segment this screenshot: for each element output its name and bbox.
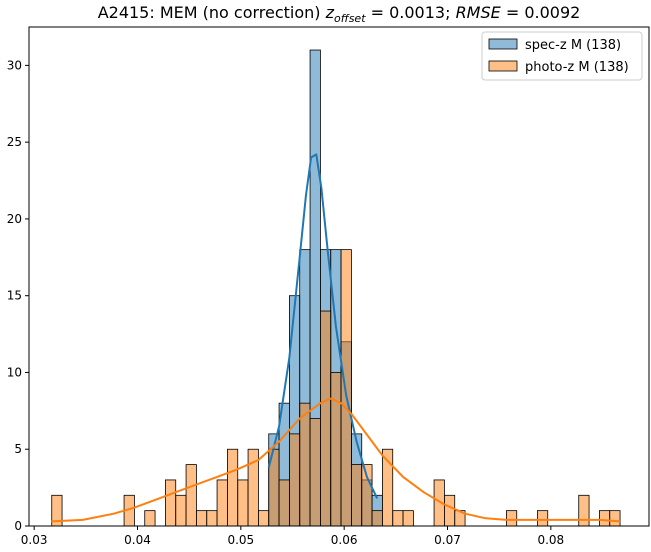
bar-photo-z bbox=[350, 464, 363, 527]
y-tick-label: 0 bbox=[14, 519, 22, 533]
chart-title: A2415: MEM (no correction) zoffset = 0.0… bbox=[98, 3, 581, 25]
legend-label-spec-z: spec-z M (138) bbox=[525, 38, 621, 53]
kde-line-photo-z bbox=[51, 397, 621, 523]
bar-photo-z bbox=[175, 494, 187, 527]
bar-photo-z bbox=[443, 494, 456, 527]
legend-label-photo-z: photo-z M (138) bbox=[525, 60, 629, 75]
bar-photo-z bbox=[330, 372, 342, 527]
y-tick-label: 20 bbox=[7, 212, 22, 226]
bar-photo-z bbox=[340, 249, 352, 527]
bar-photo-z bbox=[609, 510, 621, 527]
bar-photo-z bbox=[195, 510, 208, 527]
bar-photo-z bbox=[599, 510, 611, 527]
legend: spec-z M (138) photo-z M (138) bbox=[481, 31, 643, 81]
y-tick-label: 15 bbox=[7, 289, 22, 303]
legend-swatch-photo-z bbox=[488, 60, 518, 72]
bar-photo-z bbox=[392, 510, 404, 527]
bar-photo-z bbox=[299, 402, 311, 527]
axes-frame bbox=[28, 26, 650, 527]
bar-photo-z bbox=[505, 510, 518, 527]
bar-photo-z bbox=[278, 479, 290, 527]
bar-photo-z bbox=[216, 479, 228, 527]
x-tick-label: 0.07 bbox=[434, 533, 461, 547]
legend-swatch-spec-z bbox=[488, 38, 518, 50]
x-tick-label: 0.06 bbox=[331, 533, 358, 547]
y-tick-label: 10 bbox=[7, 365, 22, 379]
axes: 0.03 0.04 0.05 0.06 0.07 0.08 0 5 10 15 20 25 30 bbox=[7, 26, 650, 547]
bar-photo-z bbox=[288, 433, 301, 527]
plot-area bbox=[51, 49, 621, 527]
y-tick-label: 30 bbox=[7, 58, 22, 72]
x-tick-label: 0.03 bbox=[21, 533, 48, 547]
bar-photo-z bbox=[144, 510, 156, 527]
bar-photo-z bbox=[371, 510, 383, 527]
bar-photo-z bbox=[309, 418, 321, 527]
x-tick-label: 0.08 bbox=[537, 533, 564, 547]
bar-photo-z bbox=[537, 510, 549, 527]
y-tick-label: 5 bbox=[14, 442, 22, 456]
bar-photo-z bbox=[237, 479, 249, 527]
x-tick-label: 0.05 bbox=[227, 533, 254, 547]
bar-photo-z bbox=[578, 494, 590, 527]
bar-photo-z bbox=[206, 510, 218, 527]
bar-photo-z bbox=[164, 479, 177, 527]
bar-photo-z bbox=[185, 464, 197, 527]
bar-photo-z bbox=[402, 510, 414, 527]
bar-photo-z bbox=[319, 310, 332, 527]
y-tick-label: 25 bbox=[7, 135, 22, 149]
bar-photo-z bbox=[226, 448, 239, 527]
kde-line-spec-z bbox=[267, 153, 379, 499]
legend-frame bbox=[481, 31, 643, 81]
x-tick-label: 0.04 bbox=[124, 533, 151, 547]
bar-photo-z bbox=[257, 510, 270, 527]
